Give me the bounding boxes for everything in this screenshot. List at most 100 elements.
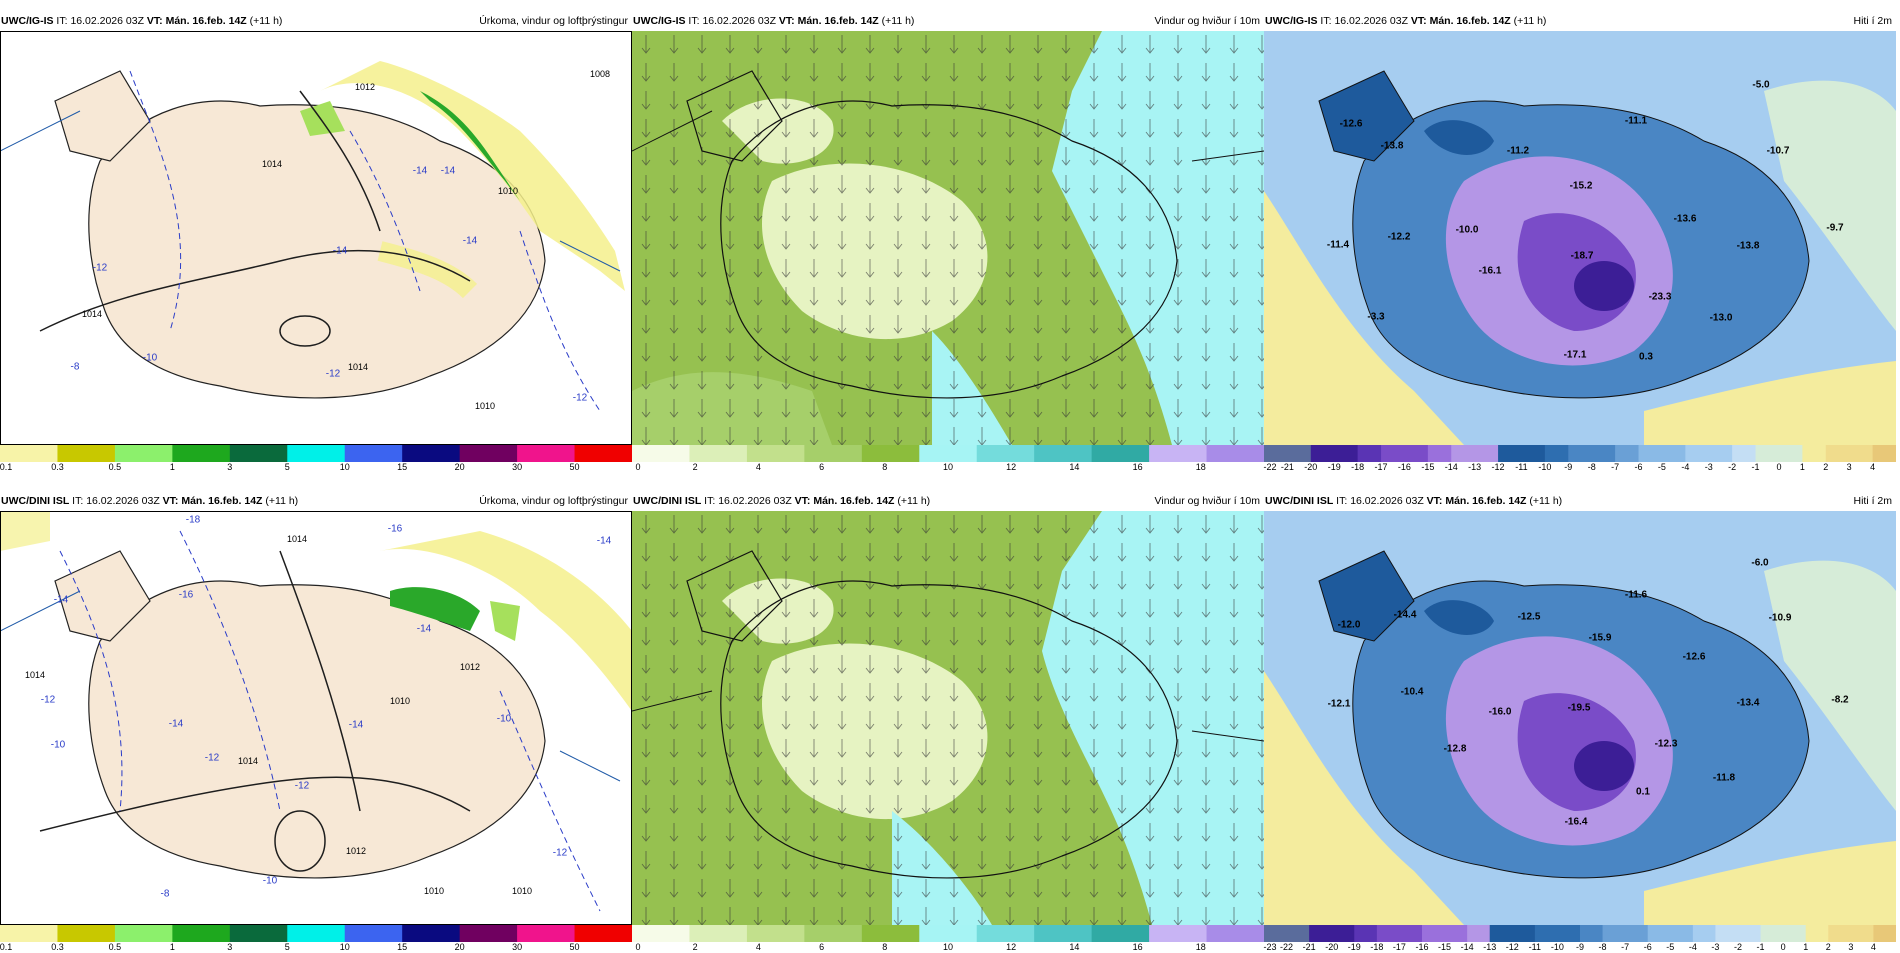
precip-contour-label: -14	[412, 165, 428, 177]
colorbar-segment	[861, 445, 920, 462]
colorbar-segment	[1670, 925, 1694, 942]
colorbar-tick-label: 10	[942, 462, 954, 472]
precip-contour-label: -10	[50, 739, 66, 751]
precip-colorbar-labels: 0.1 0.3 0.5 1 3 5 10 15 20 30 50	[0, 942, 632, 953]
panel-header: UWC/DINI ISL IT: 16.02.2026 03Z VT: Mán.…	[1264, 492, 1896, 511]
colorbar-segment	[1544, 445, 1569, 462]
temp-warm-zone	[1264, 191, 1464, 445]
meridian	[0, 590, 81, 632]
temp-value-label: -18.7	[1570, 250, 1594, 262]
meridian	[0, 110, 81, 152]
colorbar-tick-label: 5	[284, 462, 290, 472]
colorbar-segment	[1444, 925, 1468, 942]
temp-value-label: -9.7	[1826, 222, 1844, 234]
precip-band	[377, 241, 478, 299]
colorbar-tick-label: 14	[1069, 942, 1080, 952]
colorbar-segment	[1732, 445, 1757, 462]
colorbar-segment	[1474, 445, 1499, 462]
temp-map[interactable]: -5.0 -12.6 -13.8 -11.1 -11.2 -10.7 -15.2…	[1264, 31, 1896, 445]
colorbar-segment	[1498, 445, 1522, 462]
temp-colorbar	[1264, 445, 1896, 462]
isobar-label: 1014	[24, 670, 46, 680]
temp-colorbar	[1264, 925, 1896, 942]
colorbar-segment	[459, 445, 518, 462]
colorbar-tick-label: 4	[1870, 942, 1876, 952]
precip-area	[380, 531, 632, 711]
colorbar-segment	[1489, 925, 1513, 942]
colorbar-segment	[1354, 925, 1378, 942]
colorbar-tick-label: 8	[882, 942, 888, 952]
colorbar-tick-label: -4	[1681, 462, 1690, 472]
panel-precip-row2: UWC/DINI ISL IT: 16.02.2026 03Z VT: Mán.…	[0, 492, 632, 952]
colorbar-tick-label: 6	[819, 462, 825, 472]
panel-title: Úrkoma, vindur og loftþrýstingur	[479, 495, 628, 507]
precip-contour-label: -12	[294, 780, 310, 792]
lead-time: (+11 h)	[249, 15, 283, 27]
colorbar-tick-label: 1	[1803, 942, 1809, 952]
colorbar-segment	[1755, 445, 1780, 462]
temp-zone	[1764, 80, 1896, 331]
precip-contour-label: -12	[325, 368, 341, 380]
colorbar-tick-label: 15	[397, 942, 408, 952]
panel-title: Úrkoma, vindur og loftþrýstingur	[479, 15, 628, 27]
colorbar-tick-label: -2	[1728, 462, 1737, 472]
colorbar-segment	[1849, 445, 1874, 462]
wind-colorbar	[632, 925, 1264, 942]
vt-value: Mán. 16.feb. 14Z	[181, 495, 263, 507]
colorbar-segment	[1034, 445, 1093, 462]
vt-label: VT:	[778, 15, 795, 27]
temp-value-label: -14.4	[1393, 609, 1417, 621]
colorbar-tick-label: -18	[1370, 942, 1384, 952]
isobar-ring	[279, 315, 331, 347]
colorbar-segment	[1521, 445, 1546, 462]
colorbar-segment	[1357, 445, 1382, 462]
colorbar-segment	[1331, 925, 1355, 942]
temp-value-label: -12.8	[1443, 743, 1467, 755]
temp-value-label: -11.1	[1624, 115, 1648, 127]
wind-map[interactable]	[632, 511, 1264, 925]
colorbar-segment	[172, 445, 231, 462]
colorbar-tick-label: 15	[397, 462, 408, 472]
wind-map[interactable]	[632, 31, 1264, 445]
precip-contour-label: -10	[496, 713, 512, 725]
model-name: UWC/DINI ISL	[1, 495, 70, 507]
lead-time: (+11 h)	[1529, 495, 1563, 507]
colorbar-tick-label: 12	[1006, 942, 1017, 952]
colorbar-tick-label: -22	[1263, 462, 1277, 472]
colorbar-segment	[402, 445, 461, 462]
colorbar-segment	[1149, 925, 1208, 942]
model-name: UWC/IG-IS	[1265, 15, 1318, 27]
colorbar-segment	[229, 925, 288, 942]
temp-value-label: -19.5	[1567, 702, 1591, 714]
temp-zone	[1424, 600, 1494, 635]
colorbar-tick-label: -9	[1564, 462, 1573, 472]
colorbar-tick-label: 4	[755, 462, 761, 472]
colorbar-tick-label: 0.5	[108, 942, 122, 952]
isobar-label: 1014	[261, 159, 283, 169]
precip-contour-label: -10	[262, 875, 278, 887]
colorbar-tick-label: 3	[1848, 942, 1854, 952]
isobar-line	[39, 249, 471, 332]
colorbar-segment	[344, 925, 403, 942]
precip-map[interactable]: -18 -16 -14 -16 -14 -14 -12 -10 -12 -12 …	[0, 511, 632, 925]
temp-value-label: -3.3	[1367, 311, 1385, 323]
isotherm-line	[499, 690, 601, 912]
colorbar-segment	[1206, 445, 1264, 462]
colorbar-tick-label: -3	[1711, 942, 1720, 952]
temp-map[interactable]: -6.0 -12.0 -14.4 -11.6 -12.5 -10.9 -15.9…	[1264, 511, 1896, 925]
precip-contour-label: -16	[387, 523, 403, 535]
colorbar-tick-label: -7	[1621, 942, 1630, 952]
wind-map-svg	[632, 511, 1264, 925]
lead-time: (+11 h)	[1513, 15, 1547, 27]
colorbar-segment	[459, 925, 518, 942]
colorbar-segment	[919, 445, 978, 462]
precip-map[interactable]: -14 -14 -14 -12 -10 -8 -12 -12 -14 1012 …	[0, 31, 632, 445]
precip-contour-label: -12	[552, 847, 568, 859]
colorbar-tick-label: -19	[1347, 942, 1361, 952]
colorbar-tick-label: -8	[1598, 942, 1607, 952]
temp-value-label: -16.4	[1564, 816, 1588, 828]
temp-zone	[1764, 560, 1896, 811]
precip-mid	[300, 101, 345, 136]
colorbar-tick-label: 0.1	[0, 462, 13, 472]
colorbar-segment	[861, 925, 920, 942]
